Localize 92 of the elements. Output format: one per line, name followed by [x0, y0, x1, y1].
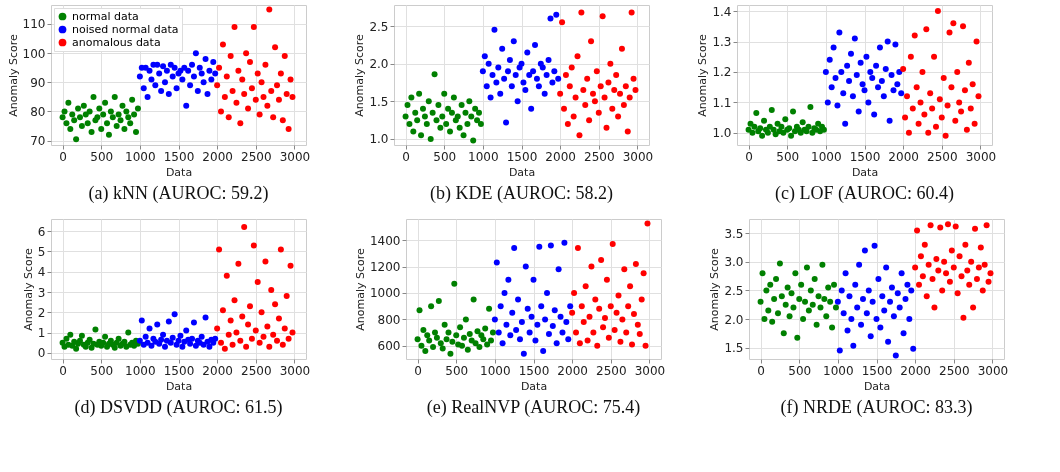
x-tick-label: 500	[90, 363, 114, 378]
y-tick-label: 3.5	[724, 226, 744, 241]
y-axis-title: Anomaly Score	[353, 248, 367, 331]
y-tick-label: 1.0	[712, 126, 732, 141]
x-tick-label: 2000	[900, 363, 931, 378]
x-tick-label: 3000	[977, 363, 1009, 378]
y-tick-label: 1.1	[712, 95, 732, 110]
x-tick-label: 2000	[888, 149, 919, 164]
x-tick-label: 0	[59, 363, 67, 378]
x-tick-label: 3000	[279, 363, 311, 378]
y-tick-label: 1.4	[712, 4, 732, 19]
text: (f) NRDE (AUROC: 83.3)	[780, 397, 973, 418]
y-tick-label: 70	[30, 134, 46, 149]
y-tick-label: 2.0	[724, 312, 744, 327]
x-tick-label: 3000	[279, 149, 311, 164]
x-tick-label: 2500	[241, 363, 272, 378]
legend-label: anomalous data	[72, 35, 161, 49]
y-tick-label: 2.5	[369, 19, 389, 34]
x-tick-label: 2000	[557, 363, 588, 378]
x-tick-label: 1500	[518, 363, 550, 378]
y-tick-label: 1.0	[369, 132, 389, 147]
x-tick-label: 1500	[163, 149, 195, 164]
x-tick-label: 3000	[634, 363, 666, 378]
x-tick-label: 1500	[861, 363, 893, 378]
x-tick-label: 2500	[939, 363, 970, 378]
x-tick-label: 2500	[596, 363, 627, 378]
x-tick-label: 2500	[241, 149, 272, 164]
y-axis-title: Anomaly Score	[6, 34, 20, 117]
y-tick-label: 80	[30, 104, 46, 119]
y-tick-label: 2.0	[369, 57, 389, 72]
y-tick-label: 1.2	[712, 65, 732, 80]
y-tick-label: 5	[37, 244, 46, 259]
y-tick-label: 6	[37, 224, 46, 239]
x-tick-label: 1500	[163, 363, 195, 378]
x-tick-label: 0	[757, 363, 765, 378]
y-tick-label: 0	[37, 346, 46, 361]
y-tick-label: 2	[37, 305, 46, 320]
y-tick-label: 1	[37, 326, 46, 341]
x-axis-title: Data	[165, 379, 193, 393]
y-tick-label: 1000	[369, 286, 401, 301]
x-axis-title: Data	[165, 165, 193, 179]
text: (c) LOF (AUROC: 60.4)	[775, 183, 954, 204]
x-tick-label: 2500	[584, 149, 615, 164]
y-tick-label: 90	[30, 75, 46, 90]
y-tick-label: 2.5	[724, 283, 744, 298]
text: (d) DSVDD (AUROC: 61.5)	[74, 397, 283, 418]
x-tick-label: 0	[414, 363, 422, 378]
x-tick-label: 2000	[202, 363, 233, 378]
x-tick-label: 2000	[202, 149, 233, 164]
x-tick-label: 1000	[823, 363, 854, 378]
y-tick-label: 3	[37, 285, 46, 300]
x-tick-label: 1500	[506, 149, 538, 164]
x-axis-title: Data	[863, 379, 891, 393]
x-axis-title: Data	[520, 379, 548, 393]
text: (a) kNN (AUROC: 59.2)	[88, 183, 269, 204]
y-axis-title: Anomaly Score	[708, 248, 722, 331]
y-tick-label: 1.5	[369, 94, 389, 109]
y-tick-label: 3.0	[724, 255, 744, 270]
text: (e) RealNVP (AUROC: 75.4)	[426, 397, 641, 418]
y-tick-label: 1200	[369, 260, 401, 275]
x-tick-label: 500	[445, 363, 469, 378]
x-tick-label: 0	[59, 149, 67, 164]
y-axis-title: Anomaly Score	[21, 248, 35, 331]
y-tick-label: 1.5	[724, 341, 744, 356]
x-tick-label: 3000	[622, 149, 654, 164]
x-tick-label: 1000	[125, 149, 156, 164]
x-axis-title: Data	[851, 165, 879, 179]
text: (b) KDE (AUROC: 58.2)	[430, 183, 613, 204]
y-axis-title: Anomaly Score	[353, 34, 367, 117]
x-tick-label: 500	[788, 363, 812, 378]
legend-label: noised normal data	[72, 22, 179, 36]
x-tick-label: 500	[90, 149, 114, 164]
x-axis-title: Data	[508, 165, 536, 179]
x-tick-label: 3000	[965, 149, 997, 164]
x-tick-label: 1500	[849, 149, 881, 164]
x-tick-label: 500	[433, 149, 457, 164]
y-tick-label: 600	[377, 339, 401, 354]
y-tick-label: 4	[37, 265, 46, 280]
x-tick-label: 2500	[927, 149, 958, 164]
x-tick-label: 500	[776, 149, 800, 164]
x-tick-label: 1000	[125, 363, 156, 378]
y-tick-label: 1.3	[712, 35, 732, 50]
y-tick-label: 110	[22, 17, 46, 32]
y-axis-title: Anomaly Score	[696, 34, 710, 117]
x-tick-label: 1000	[468, 149, 499, 164]
x-tick-label: 1000	[480, 363, 511, 378]
y-tick-label: 800	[377, 312, 401, 327]
y-tick-label: 1400	[369, 233, 401, 248]
legend-label: normal data	[72, 9, 139, 23]
x-tick-label: 2000	[545, 149, 576, 164]
x-tick-label: 1000	[811, 149, 842, 164]
y-tick-label: 100	[22, 46, 46, 61]
